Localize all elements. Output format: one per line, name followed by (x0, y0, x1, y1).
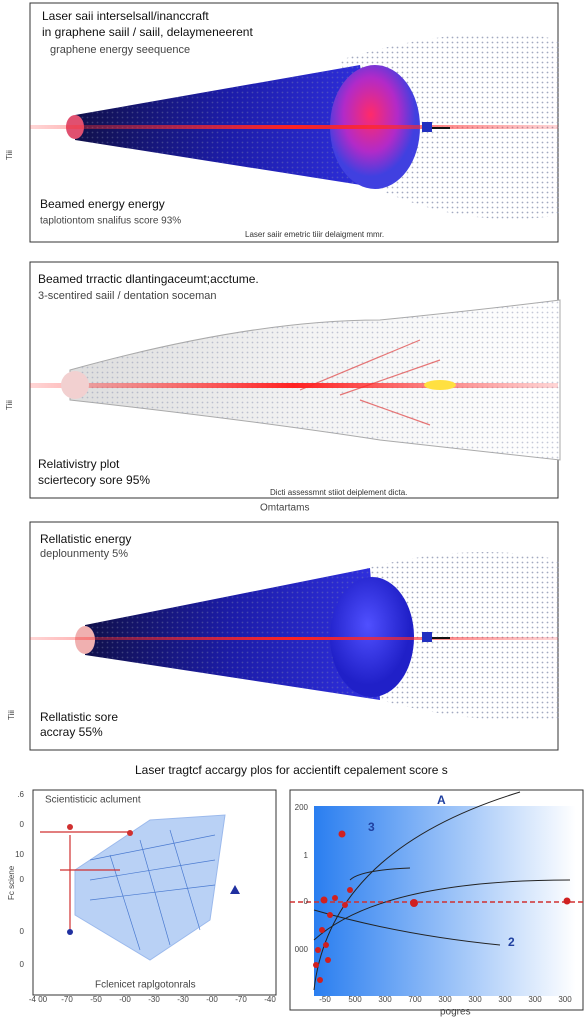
flare (424, 380, 456, 390)
craft (422, 122, 432, 132)
x-label: pogres (440, 1007, 471, 1018)
craft (422, 632, 432, 642)
scatter (313, 830, 571, 983)
wake-mesh (70, 300, 560, 460)
caption: Laser saiir emetric tiiir delaigment mmr… (245, 230, 384, 239)
section-caption: Laser tragtcf accargy plos for accientif… (135, 763, 448, 777)
beam (30, 383, 558, 388)
x-tick-label: -70 (235, 995, 247, 1004)
marker (230, 885, 240, 894)
plot-title: Scientisticic aclument (45, 795, 141, 806)
x-tick-label: 300 (468, 995, 482, 1004)
y-tick-label: 0 (20, 820, 25, 829)
x-tick-label: -00 (206, 995, 218, 1004)
cone-mesh (85, 568, 380, 700)
curve-label: 2 (508, 935, 515, 949)
note: Relativistry plot (38, 457, 120, 471)
y-tick-label: 000 (295, 945, 309, 954)
y-tick-label: 200 (295, 803, 309, 812)
title: 3-scentired saiil / dentation soceman (38, 290, 217, 302)
gradient-area (314, 806, 576, 996)
mesh (89, 829, 216, 951)
side-label: Tiii (5, 400, 14, 410)
side-label: Tiii (5, 150, 14, 160)
panel-3 (29, 521, 560, 751)
curves (313, 791, 571, 991)
title: in graphene saiil / saiil, delaymeneeren… (42, 25, 253, 39)
x-tick-label: 300 (498, 995, 512, 1004)
label: Omtartams (260, 503, 309, 514)
y-tick-label: 0 (20, 875, 25, 884)
title: Beamed trractic dlantingaceumt;acctume. (38, 272, 259, 286)
x-tick-label: -30 (177, 995, 189, 1004)
x-tick-label: -50 (90, 995, 102, 1004)
side-label: Tiii (7, 710, 16, 720)
note: accray 55% (40, 725, 103, 739)
beam (30, 637, 558, 640)
tip (61, 371, 89, 399)
x-tick-label: 700 (408, 995, 422, 1004)
x-tick-label: 300 (558, 995, 572, 1004)
note: Beamed energy energy (40, 197, 165, 211)
right-plot (289, 789, 584, 1011)
title: graphene energy seequence (50, 44, 190, 56)
panel-2 (29, 261, 561, 499)
x-tick-label: 300 (438, 995, 452, 1004)
surface (74, 814, 226, 961)
x-tick-label: -30 (148, 995, 160, 1004)
x-tick-label: -00 (119, 995, 131, 1004)
y-tick-label: 1 (304, 851, 309, 860)
curve-label: 3 (368, 820, 375, 834)
y-label: Fc sciene (7, 865, 16, 900)
x-tick-label: -40 (264, 995, 276, 1004)
streaks (299, 339, 441, 426)
point (67, 929, 73, 935)
x-label: Fclenicet raplgotonrals (95, 980, 196, 991)
x-tick-label: 300 (528, 995, 542, 1004)
y-tick-label: .6 (17, 790, 24, 799)
beam (30, 125, 558, 129)
curve-label: A (437, 793, 446, 807)
y-tick-label: 0 (20, 927, 25, 936)
caption: Dicti assessmnt stiiot deiplement dicta. (270, 488, 407, 497)
title: deplounmenty 5% (40, 548, 128, 560)
title: Laser saii interselsall/inanccraft (42, 9, 209, 23)
x-tick-label: 300 (378, 995, 392, 1004)
point (127, 830, 133, 836)
guides (40, 831, 130, 930)
note: Rellatistic sore (40, 710, 118, 724)
dot-field (360, 552, 560, 721)
x-tick-label: 500 (348, 995, 362, 1004)
note: sciertecory sore 95% (38, 473, 150, 487)
x-tick-label: -50 (319, 995, 331, 1004)
y-tick-label: 10 (15, 850, 24, 859)
y-tick-label: 0 (20, 960, 25, 969)
left-plot (32, 789, 277, 996)
note: taplotiontom snalifus score 93% (40, 216, 181, 227)
point (67, 824, 73, 830)
x-tick-label: -70 (61, 995, 73, 1004)
panel-1 (29, 2, 560, 243)
x-tick-label: -4 00 (29, 995, 48, 1004)
y-tick-label: 0 (304, 897, 309, 906)
title: Rellatistic energy (40, 532, 131, 546)
